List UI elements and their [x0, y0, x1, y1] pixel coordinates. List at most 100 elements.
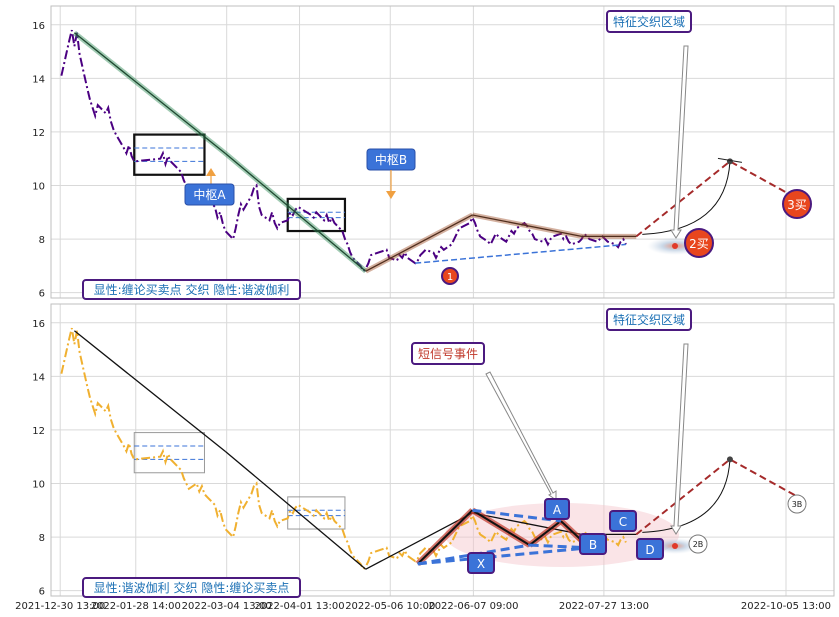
top-zhongshu-box [133, 133, 206, 176]
bot-zhongshu-box [287, 496, 346, 530]
harmonic-point-d: D [636, 538, 664, 560]
top-feature-zone-title-box [606, 10, 692, 33]
harmonic-leg [471, 509, 531, 546]
x-tick-label: 2022-06-07 09:00 [428, 601, 518, 612]
top-y-tick-label: 6 [39, 289, 45, 300]
short-signal-label-box [411, 342, 485, 365]
bottom-forecast-path [635, 456, 804, 536]
top-legend-text: 显性:缠论买卖点 交织 隐性:谐波伽利 [94, 282, 290, 297]
bot-bi-stroke [74, 330, 226, 452]
harmonic-leg [529, 520, 562, 546]
bottom-feature-zone-title: 特征交织区域 [613, 312, 685, 327]
top-bi-stroke [472, 214, 582, 238]
harmonic-point-a: A [544, 498, 570, 520]
harmonic-point-b-label: B [589, 538, 597, 552]
bottom-plot-frame [50, 303, 835, 597]
top-bi-strokes [74, 32, 637, 272]
top-segment-band [72, 30, 227, 156]
top-y-tick-label: 8 [39, 235, 45, 246]
bot-bi-stroke [472, 512, 582, 536]
buy1-label: 1 [447, 272, 453, 283]
top-segment-band [223, 151, 368, 274]
top-y-tick-label: 14 [32, 74, 45, 85]
harmonic-point-x: X [467, 552, 495, 574]
top-y-tick-label: 12 [32, 128, 45, 139]
bot-y-tick-label: 6 [39, 587, 45, 598]
zhongshu-a-arrowhead [206, 168, 216, 176]
top-support-line [415, 243, 626, 264]
top-panel: 6 8 10 12 14 16 中枢A 中枢B 特征交织区域 1 2买 3买 显性:缠论买… [32, 5, 835, 300]
bot-y-tick-label: 14 [32, 372, 45, 383]
bot-bi-stroke [365, 512, 473, 570]
bot-bi-stroke [224, 450, 367, 570]
top-segment-bands [72, 30, 637, 274]
bottom-feature-zone-title-box [606, 308, 692, 331]
zhongshu-b-label: 中枢B [375, 152, 407, 167]
top-segment-band [471, 212, 583, 239]
zhongshu-a-label-box [184, 183, 235, 206]
top-zhongshu-box [286, 197, 347, 233]
top-bi-stroke [365, 214, 473, 272]
top-legend-box [82, 279, 301, 300]
top-y-tick-label: 10 [32, 181, 45, 192]
top-y-tick-label: 16 [32, 21, 45, 32]
bot-y-tick-label: 8 [39, 533, 45, 544]
x-tick-label: 2022-10-05 13:00 [741, 601, 831, 612]
mark-3b [787, 494, 807, 514]
bot-y-tick-label: 12 [32, 426, 45, 437]
mark-2b [688, 534, 708, 554]
top-zhongshu-zones [133, 133, 347, 233]
x-tick-label: 2021-12-30 13:00 [15, 601, 105, 612]
bot-forecast-line [635, 458, 804, 536]
buy3-label: 3买 [787, 198, 807, 212]
top-price-series [60, 29, 627, 273]
top-bi-stroke [74, 32, 226, 154]
harmonic-point-d-label: D [645, 543, 654, 557]
harmonic-ratio-line [417, 546, 590, 566]
harmonic-leg [417, 509, 474, 565]
top-forecast-line [635, 160, 804, 238]
bottom-price-series [60, 327, 627, 571]
x-tick-label: 2022-01-28 14:00 [91, 601, 181, 612]
bot-forecast-curve [642, 459, 731, 533]
buy2-label: 2买 [689, 237, 709, 251]
top-plot-background [51, 6, 834, 298]
x-tick-label: 2022-04-01 13:00 [254, 601, 344, 612]
top-bi-stroke [224, 152, 367, 272]
bottom-legend-box [82, 577, 301, 598]
bot-y-tick-label: 16 [32, 319, 45, 330]
mark-3b-label: 3B [792, 500, 803, 509]
top-y-tick-labels: 6 8 10 12 14 16 [32, 21, 45, 300]
bottom-legend-text: 显性:谐波伽利 交织 隐性:缠论买卖点 [94, 580, 290, 595]
harmonic-point-x-label: X [477, 557, 485, 571]
buy2-marker [684, 228, 714, 258]
x-tick-label: 2022-03-04 13:00 [182, 601, 272, 612]
bot-zhongshu-box [133, 432, 205, 474]
top-feature-zone-title: 特征交织区域 [613, 14, 685, 29]
top-forecast-path [635, 157, 804, 238]
bottom-feature-zone-arrow [670, 343, 689, 535]
top-plot-frame [50, 5, 835, 299]
harmonic-point-c-label: C [619, 515, 627, 529]
zhongshu-b-arrowhead [386, 191, 396, 199]
zhongshu-a-label: 中枢A [193, 187, 226, 202]
top-forecast-whisker [717, 157, 743, 163]
x-tick-label: 2022-07-27 13:00 [559, 601, 649, 612]
top-feature-zone-center [672, 243, 678, 249]
buy3-marker [782, 189, 812, 219]
harmonic-point-c: C [609, 510, 637, 532]
top-segment-band [364, 212, 474, 274]
bot-y-tick-label: 10 [32, 479, 45, 490]
top-forecast-curve [642, 161, 731, 235]
x-tick-label: 2022-05-06 10:00 [345, 601, 435, 612]
bot-forecast-peak [726, 456, 733, 463]
short-signal-arrow [485, 371, 557, 501]
harmonic-point-a-label: A [553, 503, 562, 517]
top-forecast-peak [726, 158, 733, 165]
harmonic-point-b: B [579, 533, 607, 555]
short-signal-label: 短信号事件 [418, 347, 478, 361]
top-feature-zone-arrow [670, 45, 689, 239]
bottom-feature-zone-center [672, 543, 678, 549]
